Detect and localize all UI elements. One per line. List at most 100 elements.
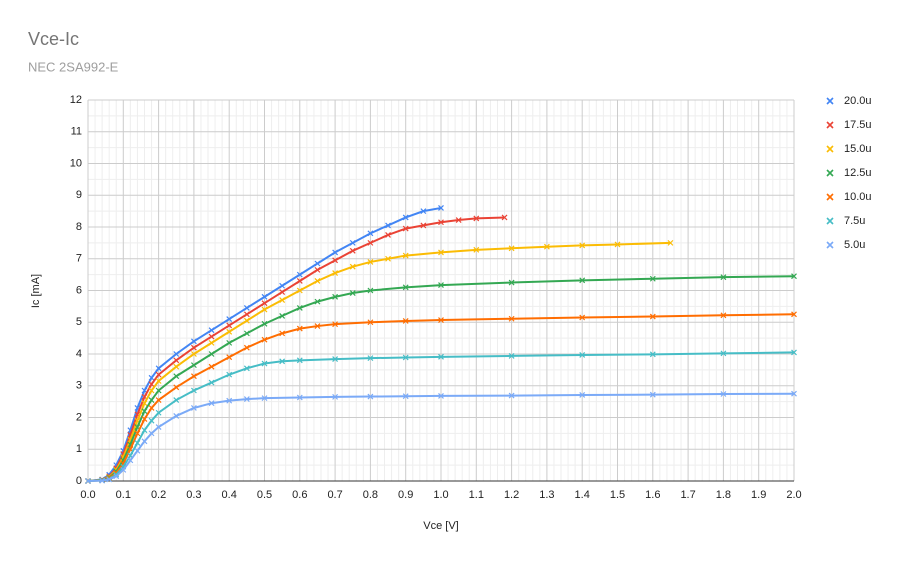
data-point	[332, 321, 339, 328]
data-point	[155, 397, 162, 403]
x-tick-label: 0.2	[151, 489, 166, 501]
legend-label: 17.5u	[844, 119, 872, 131]
data-point	[791, 273, 797, 280]
data-point	[208, 327, 215, 334]
x-tick-label: 0.6	[292, 489, 307, 501]
data-point	[614, 241, 621, 248]
data-point	[134, 439, 141, 446]
data-point	[508, 352, 515, 359]
data-point	[226, 354, 233, 361]
data-point	[385, 222, 391, 229]
data-point	[332, 393, 339, 400]
x-tick-label: 0.5	[257, 489, 272, 501]
data-point	[314, 298, 321, 305]
data-point	[508, 279, 515, 286]
data-point	[367, 355, 374, 362]
data-point	[120, 466, 127, 473]
y-tick-label: 6	[76, 284, 82, 296]
data-point	[508, 315, 515, 322]
data-point	[579, 314, 586, 321]
data-point	[208, 379, 215, 386]
data-point	[649, 391, 656, 398]
data-point	[99, 477, 106, 484]
series	[85, 349, 797, 484]
data-point	[438, 249, 444, 256]
data-point	[332, 257, 339, 264]
data-point	[438, 282, 444, 289]
data-point	[141, 438, 148, 445]
data-point	[385, 232, 391, 238]
x-tick-label: 1.3	[539, 489, 554, 501]
legend-label: 5.0u	[844, 239, 865, 251]
y-tick-label: 2	[76, 411, 82, 423]
data-point	[279, 312, 286, 319]
legend-label: 10.0u	[844, 191, 872, 203]
data-point	[720, 350, 727, 357]
data-point	[279, 282, 286, 289]
data-point	[155, 365, 162, 372]
data-point	[261, 320, 268, 327]
legend-marker	[826, 97, 834, 105]
data-point	[791, 349, 797, 356]
data-point	[243, 305, 250, 311]
data-point	[148, 430, 155, 437]
data-point	[208, 333, 215, 340]
data-point	[791, 311, 797, 318]
x-tick-label: 1.0	[433, 489, 448, 501]
data-point	[508, 245, 515, 252]
data-point	[208, 400, 215, 407]
legend-marker	[826, 241, 834, 249]
data-point	[243, 396, 250, 403]
data-point	[226, 322, 233, 329]
legend-marker	[826, 121, 834, 129]
y-tick-label: 0	[76, 475, 82, 487]
data-point	[190, 373, 197, 380]
data-point	[173, 373, 180, 380]
data-point	[148, 405, 155, 411]
data-point	[148, 381, 155, 388]
data-point	[261, 293, 268, 300]
legend-label: 20.0u	[844, 95, 872, 107]
data-point	[420, 208, 427, 215]
data-point	[173, 397, 180, 403]
data-point	[579, 352, 586, 358]
data-point	[314, 260, 321, 267]
legend-label: 12.5u	[844, 167, 872, 179]
data-point	[649, 313, 656, 320]
data-point	[155, 409, 162, 416]
data-point	[455, 217, 462, 223]
series-line	[87, 313, 795, 482]
y-tick-label: 12	[70, 94, 82, 106]
data-point	[190, 362, 197, 369]
data-point	[402, 393, 409, 400]
data-point	[508, 392, 515, 399]
y-tick-label: 10	[70, 157, 82, 169]
legend-marker	[826, 193, 834, 201]
data-point	[649, 351, 656, 358]
legend-marker	[826, 169, 834, 177]
data-point	[243, 344, 250, 351]
y-tick-label: 8	[76, 221, 82, 233]
data-point	[190, 351, 197, 357]
data-point	[791, 390, 797, 397]
x-tick-label: 1.5	[610, 489, 625, 501]
y-tick-label: 11	[71, 126, 82, 138]
data-point	[261, 300, 268, 307]
data-point	[579, 277, 586, 284]
data-point	[243, 311, 250, 318]
data-point	[141, 400, 148, 407]
data-point	[367, 259, 374, 265]
data-point	[349, 290, 356, 296]
x-tick-label: 0.7	[327, 489, 342, 501]
data-point	[367, 230, 374, 237]
data-point	[208, 363, 215, 370]
y-tick-label: 9	[76, 189, 82, 201]
data-point	[296, 287, 303, 294]
data-point	[367, 239, 374, 246]
data-point	[385, 255, 391, 262]
y-tick-label: 5	[76, 316, 82, 328]
data-point	[148, 387, 155, 394]
data-point	[332, 356, 339, 363]
chart-subtitle: NEC 2SA992-E	[28, 59, 119, 74]
x-tick-label: 0.3	[186, 489, 201, 501]
